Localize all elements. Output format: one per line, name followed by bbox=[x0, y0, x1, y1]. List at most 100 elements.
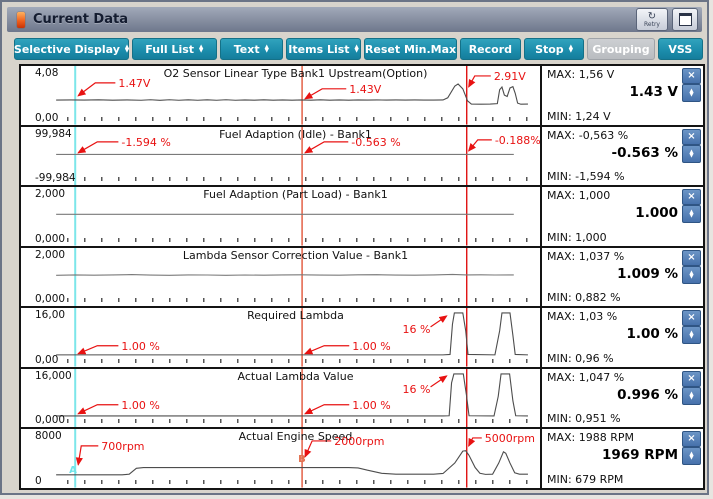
window-restore-button[interactable] bbox=[672, 8, 698, 31]
y-axis-min-label: 0,000 bbox=[35, 232, 66, 245]
max-value-label: MAX: 1,047 % bbox=[547, 370, 625, 384]
app-icon bbox=[17, 11, 25, 28]
plot-area[interactable]: 16,00 0,00 Required Lambda 1.00 % 1.00 % 16 % bbox=[21, 308, 540, 367]
current-value: 1.009 % bbox=[617, 265, 678, 282]
channel-close-button[interactable]: × bbox=[682, 128, 701, 145]
value-annotation: 5000rpm bbox=[484, 432, 535, 446]
annotation-arrow bbox=[75, 445, 99, 467]
dropdown-arrows-icon: ▲ ▼ bbox=[264, 44, 269, 54]
waveform-svg bbox=[56, 429, 528, 489]
waveform-svg bbox=[56, 247, 514, 307]
toolbar-button-label: Reset Min.Max bbox=[364, 42, 457, 56]
toolbar-button-vss[interactable]: VSS bbox=[657, 38, 703, 60]
waveform bbox=[56, 83, 528, 105]
value-annotation: 2.91V bbox=[493, 70, 526, 83]
annotation-arrow bbox=[303, 345, 350, 355]
max-value-label: MAX: 1988 RPM bbox=[547, 431, 635, 445]
plot-area[interactable]: 99,984 -99,984 Fuel Adaption (Idle) - Bank… bbox=[21, 126, 540, 186]
channel-reorder-button[interactable]: ▲ ▼ bbox=[682, 144, 701, 163]
channel-title: Lambda Sensor Correction Value - Bank1 bbox=[182, 248, 409, 262]
time-axis-ticks bbox=[67, 358, 530, 363]
graph-row-4: 2,000 0,000 Lambda Sensor Correction Value… bbox=[21, 247, 703, 309]
y-axis-min-label: 0 bbox=[35, 475, 42, 488]
channel-reorder-button[interactable]: ▲ ▼ bbox=[682, 386, 701, 405]
channel-title: Actual Lambda Value bbox=[237, 369, 354, 383]
title-bar: Current Data ↻ Retry bbox=[7, 7, 702, 32]
channel-close-button[interactable]: × bbox=[682, 431, 701, 448]
channel-title: Fuel Adaption (Part Load) - Bank1 bbox=[203, 188, 388, 202]
time-axis-ticks bbox=[67, 419, 530, 424]
channel-title: Fuel Adaption (Idle) - Bank1 bbox=[219, 127, 372, 141]
channel-info-panel: MAX: 1,03 % 1.00 % MIN: 0,96 % × ▲ ▼ bbox=[540, 308, 703, 367]
y-axis-max-label: 2,000 bbox=[35, 248, 66, 261]
annotation-arrow bbox=[430, 375, 448, 388]
channel-reorder-button[interactable]: ▲ ▼ bbox=[682, 265, 701, 284]
window-restore-icon bbox=[678, 13, 692, 26]
channel-info-panel: MAX: 1,037 % 1.009 % MIN: 0,882 % × ▲ ▼ bbox=[540, 247, 703, 307]
toolbar-button-items-list[interactable]: Items List ▲ ▼ bbox=[286, 38, 362, 60]
plot-area[interactable]: 16,000 0,000 Actual Lambda Value 1.00 % 1.00… bbox=[21, 368, 540, 428]
y-axis-max-label: 4,08 bbox=[35, 67, 59, 79]
channel-close-button[interactable]: × bbox=[682, 249, 701, 266]
time-axis-ticks bbox=[67, 298, 530, 303]
dropdown-arrows-icon: ▲ ▼ bbox=[124, 44, 130, 54]
window-title: Current Data bbox=[33, 12, 128, 27]
toolbar-button-record[interactable]: Record bbox=[460, 38, 521, 60]
annotation-arrow bbox=[304, 88, 347, 100]
toolbar-button-full-list[interactable]: Full List ▲ ▼ bbox=[132, 38, 217, 60]
annotation-arrow bbox=[77, 345, 119, 355]
channel-info-panel: MAX: -0,563 % -0.563 % MIN: -1,594 % × ▲ ▼ bbox=[540, 126, 703, 186]
channel-close-button[interactable]: × bbox=[682, 189, 701, 206]
plot-area[interactable]: 2,000 0,000 Lambda Sensor Correction Value… bbox=[21, 247, 540, 307]
toolbar-button-reset-min-max[interactable]: Reset Min.Max bbox=[364, 38, 458, 60]
toolbar-button-stop[interactable]: Stop ▲ ▼ bbox=[523, 38, 585, 60]
graph-row-2: 99,984 -99,984 Fuel Adaption (Idle) - Bank… bbox=[21, 126, 703, 188]
y-axis-max-label: 16,000 bbox=[35, 369, 72, 382]
channel-info-panel: MAX: 1,047 % 0.996 % MIN: 0,951 % × ▲ ▼ bbox=[540, 368, 703, 428]
channel-reorder-button[interactable]: ▲ ▼ bbox=[682, 326, 701, 345]
max-value-label: MAX: 1,000 bbox=[547, 189, 611, 203]
y-axis-min-label: -99,984 bbox=[35, 172, 76, 185]
min-value-label: MIN: -1,594 % bbox=[547, 170, 625, 184]
min-value-label: MIN: 0,882 % bbox=[547, 291, 621, 305]
time-axis-ticks bbox=[67, 237, 530, 242]
channel-reorder-button[interactable]: ▲ ▼ bbox=[682, 205, 701, 224]
plot-area[interactable]: 4,08 0,00 O2 Sensor Linear Type Bank1 Upst… bbox=[21, 66, 540, 125]
value-annotation: 2000rpm bbox=[334, 435, 385, 449]
retry-label: Retry bbox=[644, 20, 660, 28]
y-axis-min-label: 0,00 bbox=[35, 353, 59, 366]
retry-icon: ↻ bbox=[647, 10, 657, 22]
value-annotation: -0.563 % bbox=[351, 135, 401, 149]
toolbar-button-text[interactable]: Text ▲ ▼ bbox=[219, 38, 284, 60]
toolbar-button-label: Text bbox=[233, 42, 260, 56]
current-value: 1969 RPM bbox=[602, 447, 678, 464]
current-value: 0.996 % bbox=[617, 386, 678, 403]
channel-close-button[interactable]: × bbox=[682, 68, 701, 84]
channel-reorder-button[interactable]: ▲ ▼ bbox=[682, 84, 701, 102]
graph-row-3: 2,000 0,000 Fuel Adaption (Part Load) - Ba… bbox=[21, 187, 703, 248]
annotation-arrow bbox=[304, 440, 332, 459]
value-annotation: -1.594 % bbox=[121, 135, 171, 149]
waveform bbox=[56, 450, 528, 476]
max-value-label: MAX: 1,56 V bbox=[547, 68, 615, 81]
plot-area[interactable]: 8000 0 Actual Engine Speed 700rpm 2000rpm 500… bbox=[21, 429, 540, 489]
channel-close-button[interactable]: × bbox=[682, 310, 701, 327]
value-annotation: 16 % bbox=[402, 323, 431, 337]
graph-panel: 4,08 0,00 O2 Sensor Linear Type Bank1 Upst… bbox=[19, 64, 705, 490]
value-annotation: 16 % bbox=[402, 382, 431, 396]
time-axis-ticks bbox=[67, 480, 530, 485]
channel-info-panel: MAX: 1,000 1.000 MIN: 1,000 × ▲ ▼ bbox=[540, 187, 703, 246]
value-annotation: 1.43V bbox=[349, 83, 382, 96]
waveform-svg bbox=[56, 66, 528, 125]
current-value: 1.43 V bbox=[629, 84, 678, 100]
plot-area[interactable]: 2,000 0,000 Fuel Adaption (Part Load) - Ba… bbox=[21, 187, 540, 246]
retry-button[interactable]: ↻ Retry bbox=[636, 8, 668, 31]
channel-title: Actual Engine Speed bbox=[238, 430, 353, 444]
toolbar-button-selective-display[interactable]: Selective Display ▲ ▼ bbox=[14, 38, 129, 60]
channel-reorder-button[interactable]: ▲ ▼ bbox=[682, 447, 701, 466]
channel-close-button[interactable]: × bbox=[682, 370, 701, 387]
current-value: 1.00 % bbox=[626, 326, 678, 343]
toolbar-button-grouping[interactable]: Grouping bbox=[587, 38, 655, 60]
min-value-label: MIN: 679 RPM bbox=[547, 473, 624, 487]
